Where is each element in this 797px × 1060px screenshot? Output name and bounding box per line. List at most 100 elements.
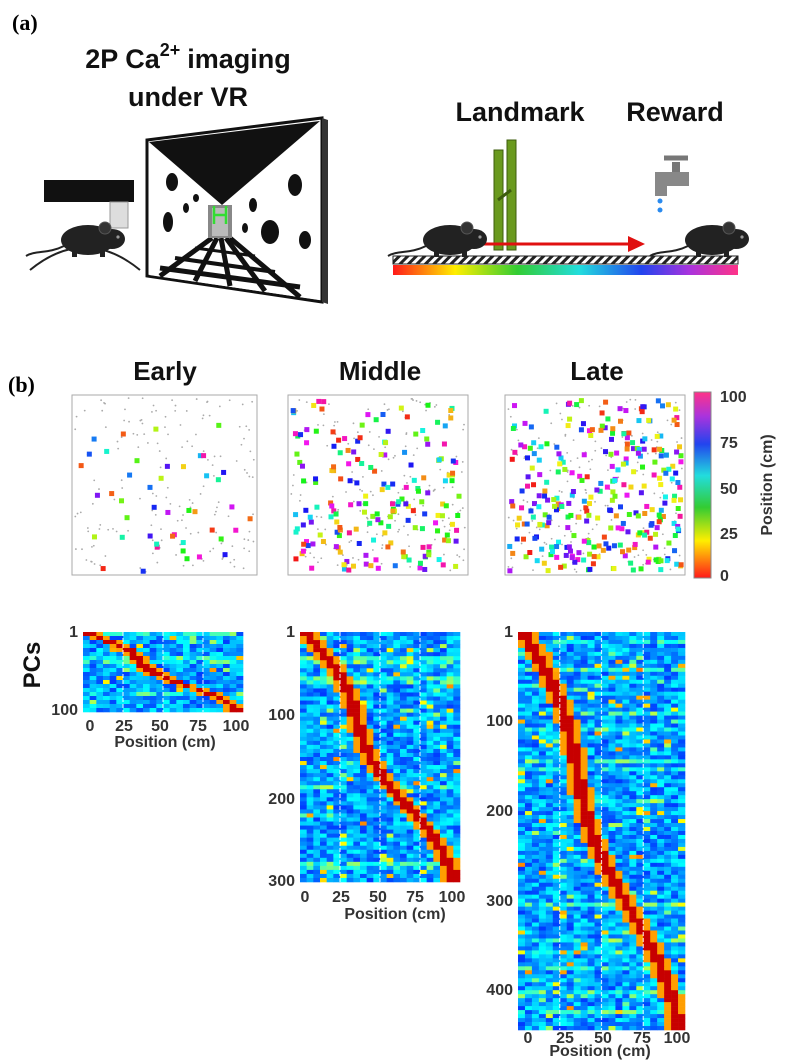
place-cell <box>442 537 448 543</box>
heatmap-cell <box>559 663 568 669</box>
heatmap-cell <box>580 878 588 884</box>
heatmap-cell <box>650 695 658 700</box>
heatmap-cell <box>608 858 616 864</box>
heatmap-cell <box>393 732 401 738</box>
heatmap-cell <box>545 910 554 915</box>
heatmap-cell <box>196 632 204 637</box>
heatmap-cell <box>608 882 616 888</box>
heatmap-cell <box>326 757 334 762</box>
heatmap-cell <box>545 667 554 673</box>
heatmap-cell <box>622 659 630 665</box>
heatmap-cell <box>433 829 441 834</box>
heatmap-cell <box>636 922 644 927</box>
background-cell <box>74 515 77 518</box>
heatmap-cell <box>400 632 407 637</box>
heatmap-cell <box>650 675 658 681</box>
heatmap-cell <box>580 815 588 820</box>
heatmap-cell <box>601 866 609 872</box>
heatmap-cell <box>326 680 334 685</box>
place-cell <box>671 417 677 423</box>
heatmap-cell <box>433 728 441 734</box>
heatmap-cell <box>601 707 609 712</box>
heatmap-cell <box>573 703 581 708</box>
heatmap-cell <box>552 711 561 716</box>
heatmap-cell <box>650 779 658 784</box>
heatmap-cell <box>446 692 454 697</box>
heatmap-cell <box>601 771 609 776</box>
heatmap-cell <box>393 688 401 693</box>
cell-map <box>504 394 686 576</box>
background-cell <box>249 450 252 453</box>
place-cell <box>350 563 356 569</box>
heatmap-cell <box>650 922 658 927</box>
heatmap-cell <box>340 837 347 842</box>
heatmap-cell <box>453 789 461 794</box>
heatmap-cell <box>636 950 644 955</box>
heatmap-cell <box>622 775 630 780</box>
background-cell <box>447 517 450 520</box>
heatmap-cell <box>538 791 547 796</box>
heatmap-cell <box>433 656 441 661</box>
x-tick-label: 75 <box>406 889 424 906</box>
heatmap-cell <box>601 862 609 868</box>
heatmap-cell <box>300 793 307 798</box>
heatmap-cell <box>346 696 354 701</box>
heatmap-cell <box>552 894 561 899</box>
heatmap-cell <box>601 803 609 808</box>
heatmap-cell <box>643 632 651 637</box>
heatmap-cell <box>229 656 237 661</box>
heatmap-cell <box>223 668 230 673</box>
heatmap-cell <box>366 817 374 822</box>
heatmap-cell <box>346 865 354 871</box>
heatmap-cell <box>678 799 686 804</box>
background-cell <box>386 409 389 411</box>
heatmap-cell <box>149 664 157 669</box>
heatmap-cell <box>678 731 686 736</box>
heatmap-cell <box>300 700 307 705</box>
heatmap-cell <box>650 831 658 836</box>
heatmap-cell <box>657 783 665 788</box>
heatmap-cell <box>594 890 602 895</box>
heatmap-cell <box>386 857 394 863</box>
heatmap-cell <box>413 740 421 746</box>
place-cell <box>184 556 190 562</box>
heatmap-cell <box>587 922 595 927</box>
heatmap-cell <box>538 811 547 816</box>
heatmap-cell <box>393 668 401 673</box>
heatmap-cell <box>678 687 686 692</box>
heatmap-cell <box>176 632 184 637</box>
place-cell <box>658 558 664 564</box>
heatmap-cell <box>306 765 314 770</box>
heatmap-cell <box>650 834 658 840</box>
heatmap-cell <box>601 838 609 844</box>
heatmap-cell <box>83 680 90 685</box>
heatmap-cell <box>433 877 441 883</box>
background-cell <box>74 428 77 431</box>
heatmap-cell <box>373 700 381 705</box>
heatmap-cell <box>518 707 526 712</box>
heatmap-cell <box>320 736 327 742</box>
heatmap-cell <box>671 906 679 911</box>
heatmap-cell <box>453 857 461 863</box>
heatmap-cell <box>538 950 547 955</box>
heatmap-cell <box>453 809 461 814</box>
background-cell <box>564 433 567 436</box>
heatmap-cell <box>538 683 547 689</box>
heatmap-cell <box>629 731 637 736</box>
heatmap-cell <box>650 866 658 872</box>
heatmap-cell <box>524 918 533 923</box>
heatmap-cell <box>386 656 394 661</box>
heatmap-cell <box>636 803 644 808</box>
heatmap-cell <box>650 747 658 752</box>
heatmap-cell <box>538 890 547 895</box>
heatmap-cell <box>650 838 658 844</box>
heatmap-cell <box>622 846 630 852</box>
heatmap-cell <box>306 752 314 758</box>
heatmap-cell <box>360 724 367 730</box>
background-cell <box>296 409 299 412</box>
heatmap-cell <box>657 874 665 880</box>
heatmap-cell <box>440 640 447 645</box>
heatmap-cell <box>366 845 374 851</box>
place-cell <box>294 451 300 457</box>
background-cell <box>646 452 649 455</box>
